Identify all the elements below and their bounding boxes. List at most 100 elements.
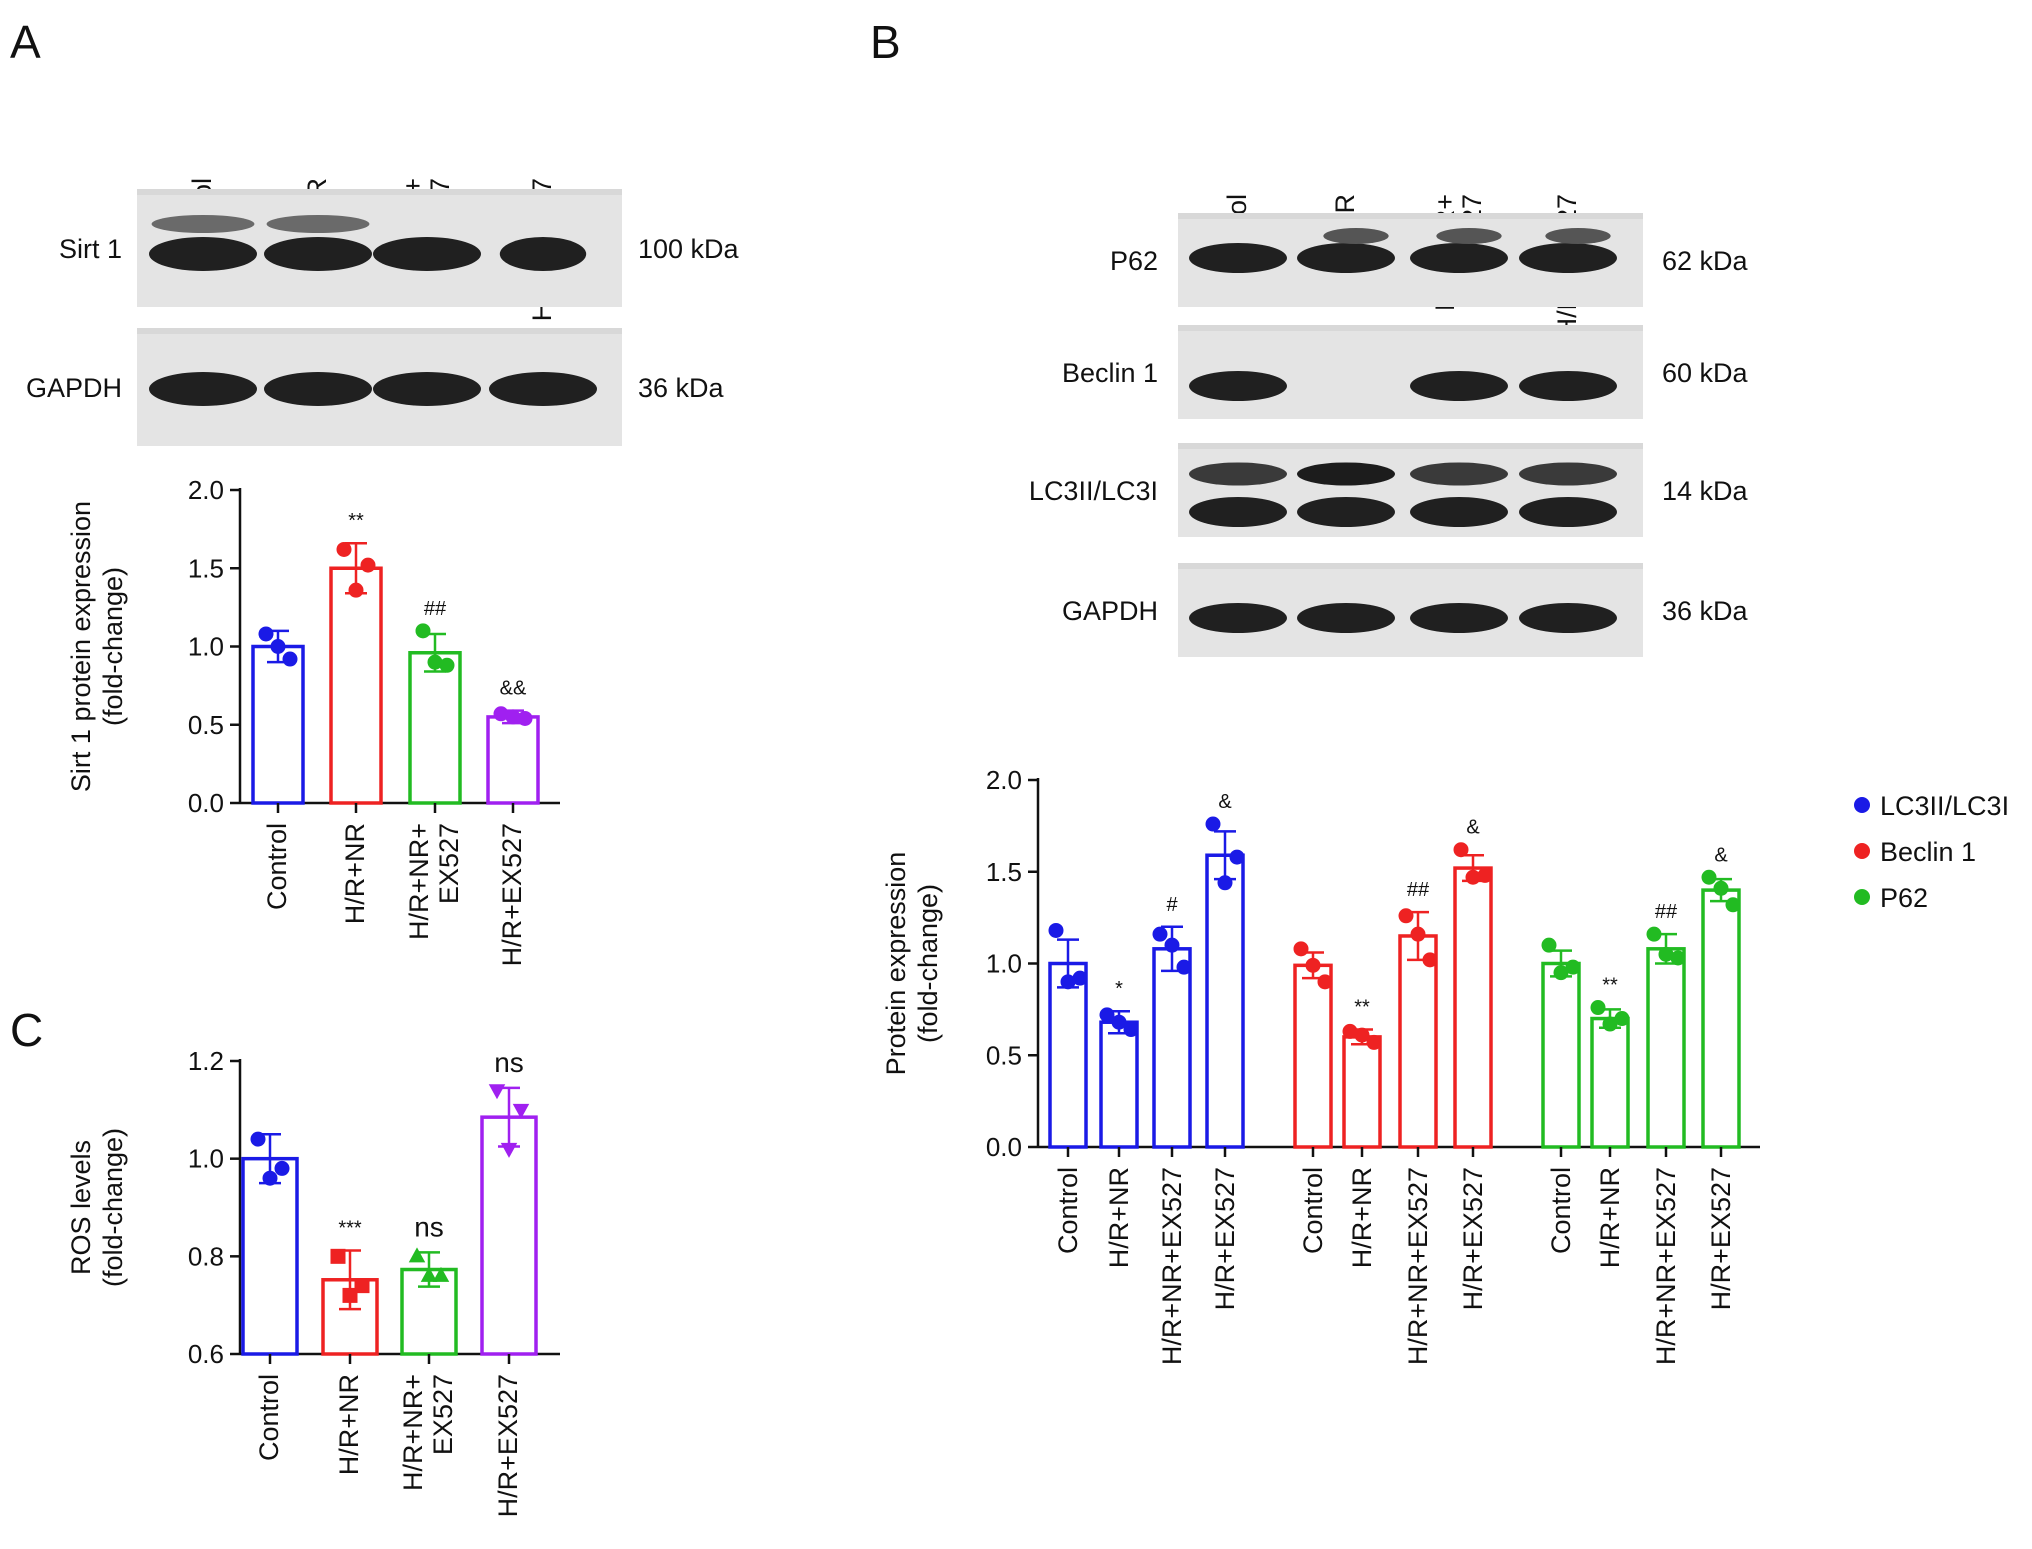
- panel-b-legend: LC3II/LC3I Beclin 1 P62: [1854, 791, 2009, 913]
- x-tick-label: H/R+NR: [1104, 1167, 1134, 1268]
- blot-strip-shade: [137, 189, 622, 195]
- y-axis-title: Protein expression: [881, 852, 911, 1076]
- blot-band: [499, 237, 587, 271]
- blot-band-upper: [1297, 462, 1395, 486]
- data-point: [1072, 970, 1088, 986]
- y-axis-title: (fold-change): [98, 567, 128, 726]
- data-point: [1410, 926, 1426, 942]
- data-point: [1614, 1011, 1630, 1027]
- panel-b-protein-chart: 0.0 0.5 1.0 1.5 2.0 Protein expression (fold-c…: [881, 765, 1760, 1365]
- blot-band-upper: [1519, 462, 1617, 486]
- bar: [329, 566, 383, 805]
- data-point: [262, 1170, 278, 1186]
- blot-band: [1297, 243, 1395, 273]
- blot-size-label: 62 kDa: [1662, 246, 1749, 276]
- data-point: [1123, 1022, 1139, 1038]
- significance-label: *: [1115, 978, 1123, 1000]
- panel-b-western-blot: ControlH/R+NRH/R+NR+EX527H/R+EX527P6262 …: [1029, 194, 1749, 657]
- x-tick-label: H/R+NR: [334, 1374, 364, 1475]
- x-tick-label: Control: [1298, 1167, 1328, 1254]
- panel-label-c: C: [10, 1004, 43, 1056]
- blot-band-smear: [1323, 228, 1389, 244]
- significance-label: ##: [1655, 901, 1678, 923]
- data-point: [1602, 1016, 1618, 1032]
- blot-band: [1519, 603, 1617, 633]
- blot-band: [373, 372, 481, 406]
- data-point: [517, 710, 533, 726]
- bar: [1590, 1016, 1630, 1149]
- blot-band: [1297, 497, 1395, 527]
- significance-label: #: [1166, 894, 1178, 916]
- data-point: [282, 651, 298, 667]
- bar: [1398, 934, 1438, 1149]
- data-point: [1541, 937, 1557, 953]
- y-tick-label: 0.5: [188, 710, 224, 740]
- panel-a-western-blot: ControlH/R+NRH/R+NR+EX527H/R+EX527Sirt 1…: [26, 178, 740, 446]
- x-tick-label: H/R+NR+EX527: [1157, 1167, 1187, 1365]
- blot-band: [149, 372, 257, 406]
- blot-protein-label: Beclin 1: [1062, 358, 1158, 388]
- data-point: [1205, 816, 1221, 832]
- x-tick-label: H/R+EX527: [1706, 1167, 1736, 1310]
- data-point: [342, 1287, 358, 1303]
- data-point: [1111, 1014, 1127, 1030]
- data-point: [1590, 1000, 1606, 1016]
- blot-band: [489, 372, 597, 406]
- y-tick-label: 1.2: [188, 1046, 224, 1076]
- data-point: [488, 1084, 506, 1100]
- data-point: [1465, 869, 1481, 885]
- data-point: [1342, 1023, 1358, 1039]
- significance-label: **: [1602, 975, 1618, 997]
- data-point: [420, 1266, 438, 1282]
- blot-band: [1189, 603, 1287, 633]
- data-point: [1453, 842, 1469, 858]
- y-axis-title: (fold-change): [913, 884, 943, 1043]
- blot-protein-label: LC3II/LC3I: [1029, 476, 1158, 506]
- data-point: [360, 557, 376, 573]
- blot-band: [264, 237, 372, 271]
- panel-a-sirt1-chart: 0.0 0.5 1.0 1.5 2.0 Sirt 1 protein expression…: [66, 475, 560, 966]
- data-point: [512, 1103, 530, 1119]
- y-tick-label: 0.0: [986, 1132, 1022, 1162]
- legend-label: Beclin 1: [1880, 837, 1976, 867]
- data-point: [1164, 937, 1180, 953]
- significance-label: ##: [1407, 879, 1430, 901]
- blot-band-smear: [1545, 228, 1611, 244]
- y-tick-label: 1.5: [188, 553, 224, 583]
- data-point: [1477, 867, 1493, 883]
- data-point: [432, 1266, 450, 1282]
- blot-band: [1410, 497, 1508, 527]
- data-point: [1553, 965, 1569, 981]
- data-point: [1398, 908, 1414, 924]
- data-point: [1229, 849, 1245, 865]
- x-tick-label: H/R+EX527: [493, 1374, 523, 1517]
- blot-band-upper: [1189, 462, 1287, 486]
- data-point: [1217, 875, 1233, 891]
- bar: [1205, 853, 1245, 1149]
- x-tick-label: Control: [1546, 1167, 1576, 1254]
- y-tick-label: 1.0: [188, 632, 224, 662]
- blot-band: [1189, 243, 1287, 273]
- significance-label: ns: [414, 1211, 444, 1242]
- blot-band-smear: [151, 215, 255, 233]
- significance-label: ##: [424, 598, 447, 620]
- blot-band-smear: [266, 215, 370, 233]
- data-point: [1060, 974, 1076, 990]
- data-point: [439, 657, 455, 673]
- x-tick-label: H/R+EX527: [497, 823, 527, 966]
- y-tick-label: 0.5: [986, 1040, 1022, 1070]
- x-tick-label: H/R+NR+: [404, 823, 434, 940]
- blot-size-label: 60 kDa: [1662, 358, 1749, 388]
- data-point: [274, 1160, 290, 1176]
- blot-size-label: 14 kDa: [1662, 476, 1749, 506]
- data-point: [1354, 1027, 1370, 1043]
- x-tick-label: H/R+NR: [1595, 1167, 1625, 1268]
- x-tick-label: H/R+NR+: [398, 1374, 428, 1491]
- x-tick-label: H/R+NR: [340, 823, 370, 924]
- blot-band: [149, 237, 257, 271]
- blot-size-label: 100 kDa: [638, 234, 740, 264]
- y-axis-title: ROS levels: [66, 1140, 96, 1275]
- blot-band: [1297, 603, 1395, 633]
- blot-protein-label: P62: [1110, 246, 1158, 276]
